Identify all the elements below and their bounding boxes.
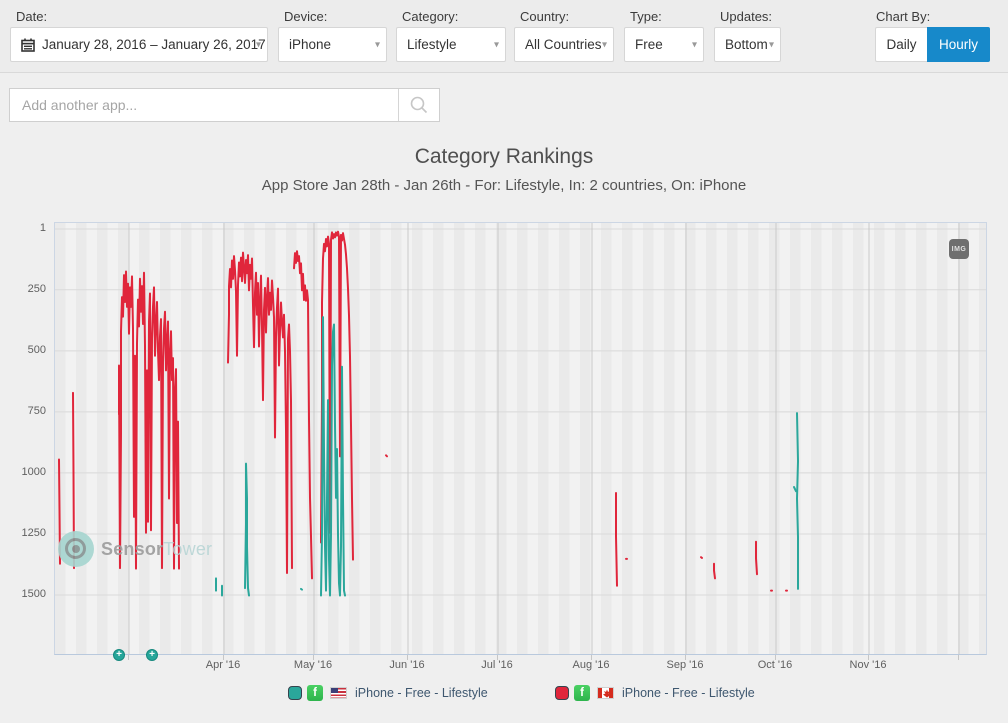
series-ca: [755, 540, 758, 576]
x-axis-tick-label: Apr '16: [205, 659, 241, 671]
y-axis-tick-label: 1500: [21, 588, 46, 600]
series-ca: [385, 454, 388, 458]
daily-button[interactable]: Daily: [875, 27, 927, 62]
us-flag-icon: [330, 686, 347, 699]
date-range-value: January 28, 2016 – January 26, 2017: [42, 37, 266, 52]
x-axis-tick-label: Jul '16: [481, 659, 513, 671]
series-us: [796, 412, 799, 590]
category-label: Category:: [402, 9, 459, 24]
sensor-tower-watermark: SensorTower: [58, 531, 212, 567]
x-axis-tick-label: Nov '16: [849, 659, 887, 671]
device-label: Device:: [284, 9, 328, 24]
x-axis-tick: [407, 655, 408, 660]
app-icon-f: f: [307, 684, 323, 701]
legend-swatch-teal: [288, 685, 302, 700]
x-axis-tick: [591, 655, 592, 660]
updates-value: Bottom: [725, 37, 768, 52]
chevron-down-icon: ▾: [691, 39, 697, 50]
date-range-select[interactable]: January 28, 2016 – January 26, 2017 ▾: [10, 27, 268, 62]
legend-entry-us[interactable]: f iPhone - Free - Lifestyle: [288, 684, 488, 701]
app-icon-f: f: [574, 684, 590, 701]
chart-by-toggle: Daily Hourly: [875, 27, 990, 62]
country-label: Country:: [520, 9, 570, 24]
series-ca: [615, 491, 618, 587]
canada-flag-icon: [597, 686, 614, 699]
watermark-tower: Tower: [163, 538, 213, 559]
y-axis-tick-label: 1250: [21, 526, 46, 539]
chevron-down-icon: ▾: [493, 39, 499, 50]
series-ca: [713, 562, 716, 580]
calendar-icon: [21, 38, 35, 52]
x-axis-tick: [313, 655, 314, 660]
search-icon: [410, 96, 428, 114]
y-axis-tick-label: 250: [27, 282, 46, 295]
date-label: Date:: [16, 9, 48, 24]
legend-label: iPhone - Free - Lifestyle: [622, 685, 755, 700]
chart-subtitle: App Store Jan 28th - Jan 26th - For: Lif…: [261, 177, 747, 194]
export-img-badge[interactable]: IMG: [949, 239, 969, 259]
x-axis-tick: [223, 655, 224, 660]
legend-entry-ca[interactable]: f iPhone - Free - Lifestyle: [555, 684, 755, 701]
updates-select[interactable]: Bottom ▾: [714, 27, 781, 62]
chevron-down-icon: ▾: [374, 39, 380, 50]
app-update-marker[interactable]: +: [113, 649, 125, 661]
search-button[interactable]: [398, 89, 439, 121]
device-value: iPhone: [289, 37, 332, 52]
chevron-down-icon: ▾: [768, 39, 774, 50]
x-axis-tick: [128, 655, 129, 660]
x-axis-tick-label: Aug '16: [572, 659, 610, 671]
watermark-sensor: Sensor: [101, 538, 164, 559]
chart-by-label: Chart By:: [876, 9, 931, 24]
type-value: Free: [635, 37, 663, 52]
add-app-search: [9, 88, 440, 122]
series-us: [793, 486, 797, 493]
search-input[interactable]: [10, 89, 398, 121]
legend-label: iPhone - Free - Lifestyle: [355, 685, 488, 700]
series-us: [320, 316, 346, 597]
filter-bar: Date: January 28, 2016 – January 26, 201…: [0, 0, 1008, 73]
x-axis-tick: [497, 655, 498, 660]
series-ca: [700, 556, 703, 559]
series-ca: [320, 230, 354, 561]
country-select[interactable]: All Countries ▾: [514, 27, 614, 62]
chevron-down-icon: ▾: [255, 39, 261, 50]
category-select[interactable]: Lifestyle ▾: [396, 27, 506, 62]
device-select[interactable]: iPhone ▾: [278, 27, 387, 62]
type-label: Type:: [630, 9, 662, 24]
rank-series-lines: [55, 223, 986, 654]
sensor-tower-logo-icon: [58, 531, 94, 567]
maple-leaf-icon: [602, 689, 611, 698]
x-axis-tick: [868, 655, 869, 660]
hourly-button[interactable]: Hourly: [927, 27, 990, 62]
x-axis-tick: [685, 655, 686, 660]
y-axis-tick-label: 750: [27, 404, 46, 417]
legend-swatch-red: [555, 685, 569, 700]
plot-area: [54, 222, 987, 655]
type-select[interactable]: Free ▾: [624, 27, 704, 62]
x-axis-tick: [958, 655, 959, 660]
x-axis-tick-label: Sep '16: [666, 659, 704, 671]
x-axis-tick-label: Oct '16: [757, 659, 793, 671]
x-axis-tick-label: Jun '16: [389, 659, 425, 671]
x-axis-tick-label: May '16: [293, 659, 333, 671]
series-ca: [118, 270, 180, 570]
chart-title: Category Rankings: [414, 145, 594, 168]
y-axis-tick-label: 1000: [21, 465, 46, 478]
series-us: [244, 462, 250, 597]
app-update-marker[interactable]: +: [146, 649, 158, 661]
chevron-down-icon: ▾: [601, 39, 607, 50]
series-ca: [293, 250, 313, 580]
x-axis-tick: [775, 655, 776, 660]
y-axis-tick-label: 1: [39, 222, 46, 234]
y-axis-tick-label: 500: [27, 343, 46, 356]
series-us: [300, 587, 303, 591]
series-ca: [227, 251, 293, 575]
category-value: Lifestyle: [407, 37, 457, 52]
updates-label: Updates:: [720, 9, 773, 24]
country-value: All Countries: [525, 37, 602, 52]
